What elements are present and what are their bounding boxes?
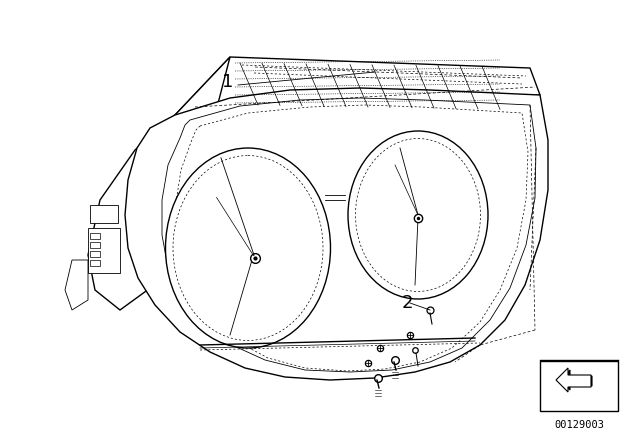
Bar	[540, 361, 618, 411]
Polygon shape	[558, 370, 592, 390]
Polygon shape	[125, 88, 548, 380]
Bar	[90, 233, 100, 239]
Text: 2: 2	[401, 294, 413, 312]
Polygon shape	[175, 57, 540, 115]
Polygon shape	[563, 375, 597, 395]
Bar	[88, 228, 120, 273]
Polygon shape	[65, 260, 88, 310]
Polygon shape	[556, 368, 591, 392]
Bar	[90, 251, 100, 257]
Polygon shape	[558, 370, 592, 390]
Ellipse shape	[166, 148, 330, 348]
Bar	[90, 242, 100, 248]
Ellipse shape	[348, 131, 488, 299]
Bar	[90, 260, 100, 266]
Text: 1: 1	[222, 73, 234, 91]
Polygon shape	[88, 57, 230, 310]
Text: 00129003: 00129003	[554, 420, 604, 430]
Bar	[90, 205, 118, 223]
